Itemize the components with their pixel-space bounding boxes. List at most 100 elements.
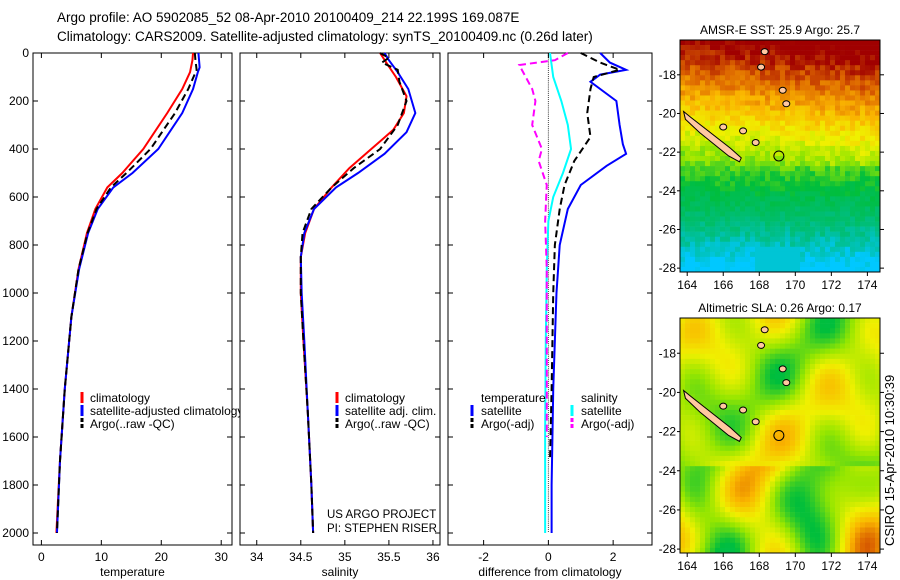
credit-label: CSIRO 15-Apr-2010 10:30:39 — [882, 374, 897, 546]
map-cell — [790, 221, 796, 227]
map-cell — [790, 206, 796, 212]
map-cell — [870, 171, 876, 177]
map-cell — [845, 333, 851, 339]
map-cell — [825, 50, 831, 56]
map-cell — [750, 353, 756, 360]
map-cell — [810, 231, 816, 237]
map-cell — [735, 384, 741, 390]
map-cell — [690, 60, 696, 66]
map-cell — [835, 140, 841, 147]
map-cell — [870, 261, 876, 268]
map-cell — [750, 266, 756, 273]
map-cell — [860, 75, 866, 81]
map-cell — [765, 251, 771, 258]
map-cell — [700, 466, 706, 472]
map-cell — [870, 125, 876, 132]
map-cell — [680, 374, 686, 380]
map-cell — [695, 328, 701, 334]
map-cell — [800, 171, 806, 177]
map-cell — [810, 374, 816, 380]
map-cell — [760, 363, 766, 370]
map-cell — [845, 450, 851, 457]
map-cell — [830, 461, 836, 467]
map-cell — [735, 226, 741, 232]
map-cell — [755, 266, 761, 273]
map-cell — [820, 171, 826, 177]
map-cell — [820, 374, 826, 380]
map-cell — [860, 65, 866, 71]
map-cell — [715, 90, 721, 96]
map-cell — [840, 517, 846, 523]
map-cell — [770, 120, 776, 127]
map-cell — [795, 486, 801, 492]
map-cell — [750, 476, 756, 482]
x-tick-label: 172 — [821, 559, 841, 573]
map-cell — [785, 466, 791, 472]
map-cell — [810, 425, 816, 431]
map-cell — [765, 216, 771, 222]
map-cell — [705, 191, 711, 197]
map-cell — [705, 369, 711, 375]
map-cell — [680, 140, 686, 147]
map-cell — [825, 125, 831, 132]
map-cell — [755, 246, 761, 253]
map-cell — [810, 115, 816, 121]
map-cell — [860, 95, 866, 101]
map-cell — [745, 100, 751, 106]
map-cell — [750, 226, 756, 232]
map-cell — [830, 181, 836, 187]
map-cell — [710, 323, 716, 329]
map-cell — [840, 328, 846, 334]
map-cell — [735, 45, 741, 51]
map-cell — [820, 512, 826, 518]
map-cell — [715, 547, 721, 554]
map-cell — [830, 435, 836, 441]
map-cell — [720, 105, 726, 111]
map-cell — [685, 374, 691, 380]
map-cell — [860, 450, 866, 457]
map-cell — [780, 246, 786, 253]
map-cell — [720, 45, 726, 51]
map-cell — [765, 186, 771, 192]
map-cell — [735, 486, 741, 492]
map-cell — [740, 70, 746, 76]
map-cell — [690, 261, 696, 268]
map-cell — [705, 450, 711, 457]
map-cell — [860, 486, 866, 492]
map-cell — [825, 522, 831, 528]
map-cell — [805, 206, 811, 212]
map-cell — [740, 522, 746, 528]
map-cell — [785, 471, 791, 477]
map-cell — [830, 196, 836, 202]
map-cell — [765, 166, 771, 172]
map-cell — [760, 379, 766, 385]
map-cell — [735, 201, 741, 207]
map-cell — [740, 348, 746, 355]
map-cell — [730, 455, 736, 462]
map-cell — [860, 176, 866, 182]
map-cell — [720, 486, 726, 492]
map-cell — [840, 481, 846, 487]
x-tick-label: 30 — [215, 550, 229, 564]
map-cell — [710, 527, 716, 533]
map-cell — [730, 135, 736, 142]
map-cell — [715, 181, 721, 187]
map-cell — [870, 211, 876, 217]
map-cell — [870, 226, 876, 232]
map-cell — [680, 130, 686, 137]
map-cell — [785, 547, 791, 554]
map-cell — [685, 384, 691, 390]
map-cell — [875, 95, 881, 101]
map-cell — [705, 80, 711, 86]
map-cell — [730, 328, 736, 334]
map-cell — [870, 358, 876, 365]
map-cell — [710, 60, 716, 66]
map-cell — [780, 547, 786, 554]
map-cell — [745, 486, 751, 492]
map-cell — [775, 201, 781, 207]
map-cell — [810, 236, 816, 243]
map-cell — [715, 120, 721, 127]
map-cell — [730, 75, 736, 81]
map-cell — [705, 45, 711, 51]
map-cell — [865, 110, 871, 116]
